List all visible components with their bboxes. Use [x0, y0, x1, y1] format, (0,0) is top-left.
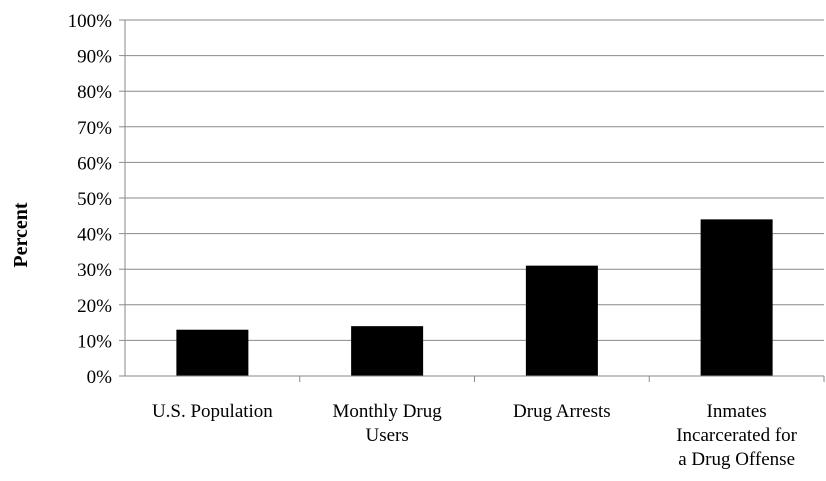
bar: [700, 219, 773, 376]
y-tick-label: 10%: [77, 331, 112, 352]
y-tick-label: 40%: [77, 225, 112, 246]
y-tick-label: 0%: [87, 367, 113, 388]
x-tick-label: Monthly Drug Users: [333, 401, 443, 446]
y-axis-ticks: 0% 10% 20% 30% 40% 50% 60% 70% 80% 90% 100%: [68, 11, 113, 388]
x-tick-label: U.S. Population: [152, 401, 273, 422]
x-axis: [124, 20, 825, 382]
x-axis-labels: U.S. Population Monthly Drug Users Drug Arr…: [152, 401, 798, 470]
y-axis-title: Percent: [10, 202, 32, 267]
y-tick-label: 80%: [77, 82, 112, 103]
y-tick-label: 50%: [77, 189, 112, 210]
y-tick-label: 100%: [68, 11, 113, 32]
y-tick-label: 30%: [77, 260, 112, 281]
bars: [176, 219, 773, 376]
bar: [351, 326, 424, 376]
y-tick-label: 70%: [77, 118, 112, 139]
y-tick-label: 20%: [77, 296, 112, 317]
y-tick-label: 90%: [77, 47, 112, 68]
x-tick-label: Inmates Incarcerated for a Drug Offense: [676, 401, 797, 470]
bar: [176, 329, 249, 376]
bar: [525, 265, 598, 376]
x-tick-label: Drug Arrests: [513, 401, 611, 422]
y-tick-label: 60%: [77, 153, 112, 174]
